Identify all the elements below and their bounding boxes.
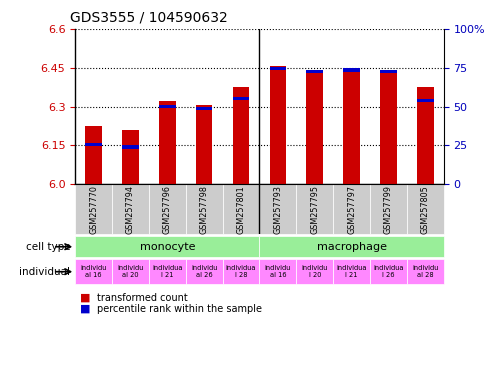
Bar [122,146,138,149]
Text: individual: individual [19,266,70,277]
Text: individu
al 28: individu al 28 [411,265,438,278]
Text: individua
l 21: individua l 21 [336,265,366,278]
Bar [75,184,112,234]
Bar [296,184,333,234]
Bar [232,87,249,184]
Bar [112,184,149,234]
Text: GSM257797: GSM257797 [347,185,355,234]
Text: monocyte: monocyte [139,242,195,252]
Text: ■: ■ [80,304,91,314]
Text: GDS3555 / 104590632: GDS3555 / 104590632 [70,11,227,25]
Bar [306,70,322,184]
Bar [75,259,112,284]
Bar [159,105,175,108]
Bar [149,184,185,234]
Bar [122,130,138,184]
Bar [333,259,369,284]
Bar [259,259,296,284]
Bar [222,184,259,234]
Bar [343,69,359,184]
Bar [269,67,286,70]
Text: GSM257801: GSM257801 [236,185,245,233]
Bar [259,236,443,257]
Text: GSM257795: GSM257795 [310,185,318,234]
Text: individu
al 16: individu al 16 [264,265,290,278]
Bar [379,70,396,73]
Text: GSM257799: GSM257799 [383,185,392,234]
Bar [406,259,443,284]
Bar [196,108,212,111]
Text: percentile rank within the sample: percentile rank within the sample [97,304,261,314]
Bar [222,259,259,284]
Text: individu
al 16: individu al 16 [80,265,106,278]
Text: GSM257805: GSM257805 [420,185,429,233]
Text: GSM257794: GSM257794 [126,185,135,234]
Bar [296,259,333,284]
Text: individua
l 26: individua l 26 [373,265,403,278]
Bar [369,184,406,234]
Text: individu
al 20: individu al 20 [117,265,143,278]
Bar [333,184,369,234]
Bar [85,126,102,184]
Bar [196,105,212,184]
Bar [85,143,102,146]
Bar [343,68,359,71]
Bar [232,97,249,100]
Bar [75,236,259,257]
Bar [416,87,433,184]
Text: individua
l 28: individua l 28 [226,265,256,278]
Text: GSM257770: GSM257770 [89,185,98,234]
Bar [416,99,433,102]
Text: individu
l 20: individu l 20 [301,265,327,278]
Text: individua
l 21: individua l 21 [152,265,182,278]
Bar [259,184,296,234]
Bar [185,259,222,284]
Bar [269,66,286,184]
Text: GSM257798: GSM257798 [199,185,208,234]
Text: transformed count: transformed count [97,293,187,303]
Bar [379,70,396,184]
Bar [185,184,222,234]
Bar [369,259,406,284]
Bar [149,259,185,284]
Text: GSM257796: GSM257796 [163,185,171,234]
Bar [406,184,443,234]
Bar [159,101,175,184]
Text: cell type: cell type [26,242,70,252]
Text: GSM257793: GSM257793 [273,185,282,234]
Bar [112,259,149,284]
Text: macrophage: macrophage [316,242,386,252]
Text: ■: ■ [80,293,91,303]
Bar [306,70,322,73]
Text: individu
al 26: individu al 26 [191,265,217,278]
